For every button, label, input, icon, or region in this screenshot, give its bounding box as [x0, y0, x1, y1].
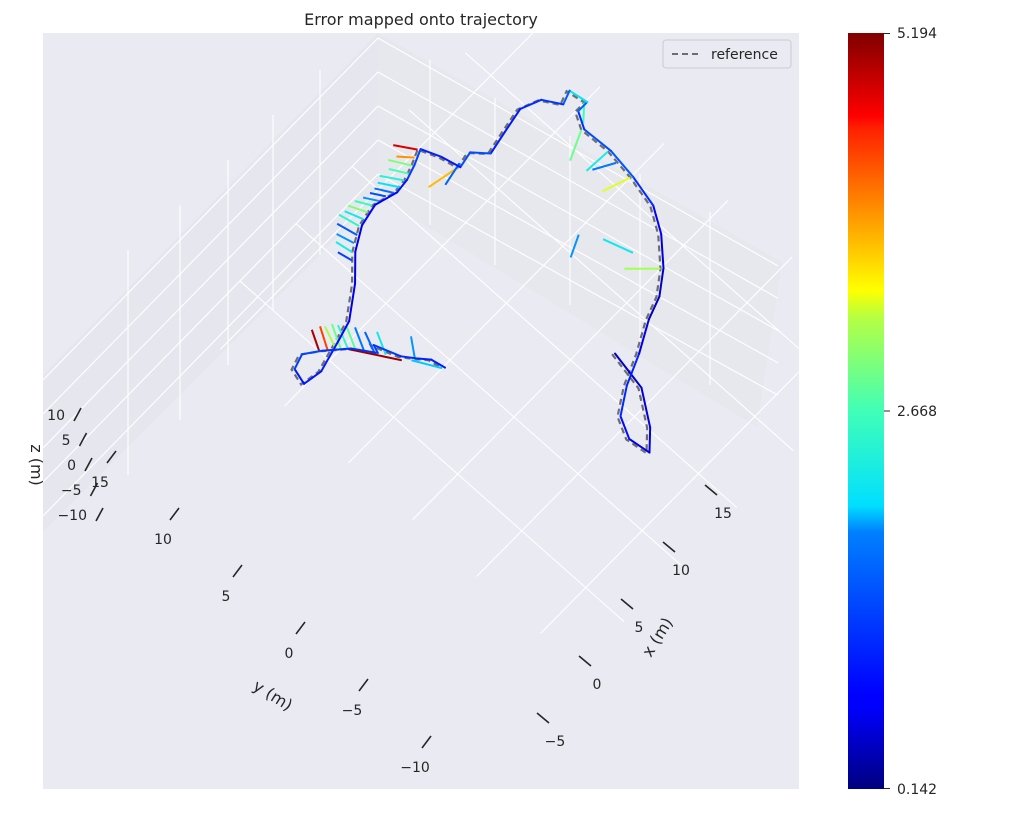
z-tick-label: 5: [62, 433, 71, 449]
trajectory-segment: [649, 428, 650, 453]
colorbar-label-mid: 2.668: [897, 404, 937, 420]
x-tick-label: 5: [635, 620, 644, 636]
legend-label-reference: reference: [711, 47, 778, 63]
trajectory-segment: [418, 359, 431, 360]
y-tick-label: 0: [285, 646, 294, 662]
colorbar-label-max: 5.194: [897, 26, 937, 42]
x-tick-label: 0: [593, 677, 602, 693]
x-tick-label: 10: [672, 563, 690, 579]
chart-title: Error mapped onto trajectory: [304, 10, 538, 29]
colorbar: 5.194 2.668 0.142: [848, 26, 937, 798]
z-tick-label: 10: [47, 408, 65, 424]
colorbar-label-min: 0.142: [897, 782, 937, 798]
x-tick-label: 15: [714, 506, 732, 522]
z-tick-label: −10: [57, 508, 87, 524]
y-tick-label: 10: [154, 532, 172, 548]
z-tick-label: 0: [67, 458, 76, 474]
colorbar-gradient: [848, 33, 884, 789]
error-segment: [396, 156, 414, 157]
trajectory-segment: [470, 152, 491, 153]
z-axis-label: z (m): [27, 444, 46, 486]
x-tick-label: −5: [545, 734, 566, 750]
y-tick-label: −5: [342, 703, 363, 719]
y-tick-label: 5: [222, 589, 231, 605]
z-tick-label: −5: [61, 483, 82, 499]
legend: reference: [663, 40, 791, 68]
y-tick-label: −10: [400, 760, 430, 776]
